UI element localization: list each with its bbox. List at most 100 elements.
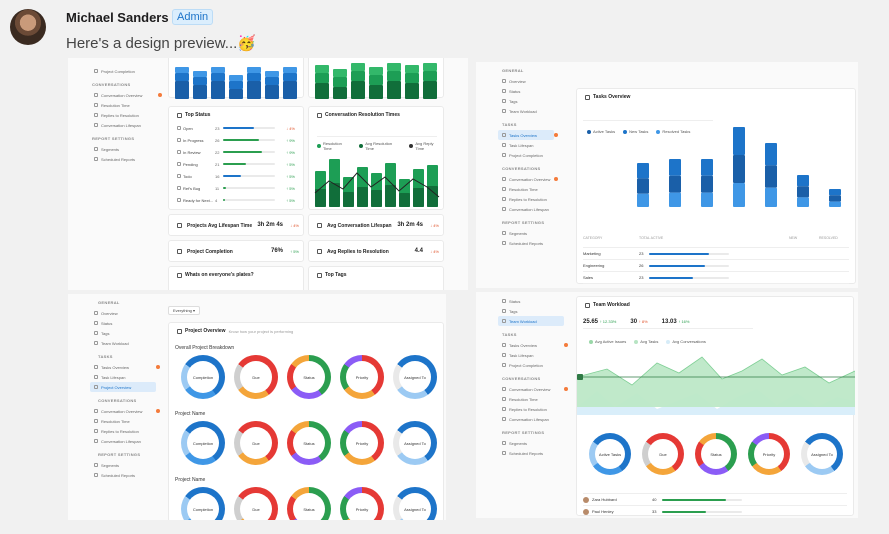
- bar-segment: [283, 67, 297, 73]
- sidebar-item-team-workload[interactable]: Team Workload: [498, 106, 554, 116]
- ring-chart[interactable]: Priority: [340, 355, 384, 399]
- status-row[interactable]: In Review 22 ↑ 9%: [177, 147, 295, 157]
- sidebar-item-conversation-overview[interactable]: Conversation Overview: [90, 406, 160, 416]
- sidebar-item-overview[interactable]: Overview: [498, 76, 554, 86]
- status-row[interactable]: Open 23 ↓ 4%: [177, 123, 295, 133]
- sidebar-item-replies[interactable]: Replies to Resolution: [90, 426, 156, 436]
- sidebar-item-tasks-overview[interactable]: Tasks Overview: [90, 362, 160, 372]
- sidebar-item-tags[interactable]: Tags: [498, 306, 564, 316]
- ring-chart[interactable]: Completion: [181, 487, 225, 520]
- sidebar-item-project-completion[interactable]: Project Completion: [498, 150, 554, 160]
- sidebar-item-scheduled-reports[interactable]: Scheduled Reports: [498, 238, 554, 248]
- column-header[interactable]: TOTAL ACTIVE: [639, 236, 664, 240]
- ring-chart[interactable]: Due: [234, 355, 278, 399]
- bar-segment: [193, 85, 207, 99]
- sidebar-item-project-completion[interactable]: Project Completion: [498, 360, 564, 370]
- ring-chart[interactable]: Due: [642, 433, 684, 475]
- table-row[interactable]: Engineering 26: [583, 259, 849, 271]
- sidebar-item-lifespan[interactable]: Conversation Lifespan: [498, 414, 564, 424]
- bar-segment: [175, 73, 189, 81]
- sidebar-item-segments[interactable]: Segments: [498, 228, 554, 238]
- sidebar-item-lifespan[interactable]: Conversation Lifespan: [90, 436, 156, 446]
- preview-image-3[interactable]: GENERAL Overview Status Tags Team Worklo…: [68, 294, 446, 520]
- sidebar-item-task-lifespan[interactable]: Task Lifespan: [498, 350, 564, 360]
- ring-chart[interactable]: Completion: [181, 355, 225, 399]
- sidebar-item-overview[interactable]: Overview: [90, 308, 156, 318]
- sidebar-item-project-overview[interactable]: Project Overview: [90, 382, 156, 392]
- sidebar-item-project-completion[interactable]: Project Completion: [90, 66, 158, 76]
- sidebar-item-conversation-overview[interactable]: Conversation Overview: [498, 174, 558, 184]
- member-avatar: [583, 508, 589, 515]
- author-name[interactable]: Michael Sanders: [66, 10, 169, 25]
- sidebar-section-heading: CONVERSATIONS: [92, 82, 131, 87]
- sidebar-item-replies[interactable]: Replies to Resolution: [498, 404, 564, 414]
- status-icon: [177, 126, 181, 130]
- status-row[interactable]: In Progress 26 ↑ 9%: [177, 135, 295, 145]
- table-row[interactable]: Paul Henley 33: [583, 505, 847, 517]
- sidebar-item-tags[interactable]: Tags: [498, 96, 554, 106]
- sidebar-item-team-workload[interactable]: Team Workload: [90, 338, 156, 348]
- table-row[interactable]: Marketing 23: [583, 247, 849, 259]
- bar-segment: [413, 188, 424, 207]
- ring-chart[interactable]: Status: [287, 355, 331, 399]
- user-avatar[interactable]: [10, 9, 46, 45]
- sidebar-item-resolution-time[interactable]: Resolution Time: [90, 416, 156, 426]
- sidebar-item-segments[interactable]: Segments: [90, 144, 158, 154]
- sidebar-item-task-lifespan[interactable]: Task Lifespan: [498, 140, 554, 150]
- column-header[interactable]: CATEGORY: [583, 236, 603, 240]
- ring-chart[interactable]: Due: [234, 421, 278, 465]
- sidebar-item-status[interactable]: Status: [498, 296, 564, 306]
- ring-chart[interactable]: Status: [287, 487, 331, 520]
- sidebar-item-scheduled-reports[interactable]: Scheduled Reports: [498, 448, 564, 458]
- sidebar-item-tags[interactable]: Tags: [90, 328, 156, 338]
- status-row[interactable]: Ref's Bug 11 ↑ 5%: [177, 183, 295, 193]
- sidebar-item-lifespan[interactable]: Conversation Lifespan: [90, 120, 158, 130]
- sidebar-item-tasks-overview[interactable]: Tasks Overview: [498, 340, 568, 350]
- ring-chart[interactable]: Assigned To: [801, 433, 843, 475]
- sidebar-item-lifespan[interactable]: Conversation Lifespan: [498, 204, 554, 214]
- ring-chart[interactable]: Assigned To: [393, 487, 437, 520]
- sidebar-item-replies[interactable]: Replies to Resolution: [90, 110, 158, 120]
- sidebar-item-resolution-time[interactable]: Resolution Time: [90, 100, 158, 110]
- ring-chart[interactable]: Priority: [748, 433, 790, 475]
- status-row[interactable]: Todo 16 ↑ 5%: [177, 171, 295, 181]
- segment-icon: [94, 463, 98, 467]
- column-header[interactable]: RESOLVED: [819, 236, 838, 240]
- sidebar-item-resolution-time[interactable]: Resolution Time: [498, 394, 564, 404]
- sidebar-item-tasks-overview[interactable]: Tasks Overview: [498, 130, 558, 140]
- ring-label: Due: [240, 427, 272, 459]
- preview-image-4[interactable]: Status Tags Team Workload TASKS Tasks Ov…: [476, 292, 858, 518]
- status-bar: [223, 127, 275, 129]
- ring-chart[interactable]: Priority: [340, 421, 384, 465]
- sidebar-item-status[interactable]: Status: [90, 318, 156, 328]
- table-row[interactable]: Sales 23: [583, 271, 849, 283]
- sidebar-item-team-workload[interactable]: Team Workload: [498, 316, 564, 326]
- status-row[interactable]: Ready for Next... 4 ↑ 5%: [177, 195, 295, 205]
- preview-image-2[interactable]: GENERAL Overview Status Tags Team Worklo…: [476, 62, 858, 288]
- sidebar-item-status[interactable]: Status: [498, 86, 554, 96]
- ring-chart[interactable]: Status: [287, 421, 331, 465]
- status-row[interactable]: Pending 21 ↑ 5%: [177, 159, 295, 169]
- sidebar-item-segments[interactable]: Segments: [498, 438, 564, 448]
- table-row[interactable]: Zara Hubbard 40: [583, 493, 847, 505]
- sidebar-item-resolution-time[interactable]: Resolution Time: [498, 184, 554, 194]
- column-header[interactable]: NEW: [789, 236, 798, 240]
- ring-chart[interactable]: Assigned To: [393, 355, 437, 399]
- sidebar-item-replies[interactable]: Replies to Resolution: [498, 194, 554, 204]
- sidebar-item-task-lifespan[interactable]: Task Lifespan: [90, 372, 156, 382]
- ring-chart[interactable]: Due: [234, 487, 278, 520]
- status-bar-fill: [223, 175, 242, 177]
- table-row[interactable]: Project Name19: [583, 283, 849, 288]
- preview-image-1[interactable]: Project Completion CONVERSATIONS Convers…: [68, 58, 468, 290]
- ring-chart[interactable]: Completion: [181, 421, 225, 465]
- ring-chart[interactable]: Status: [695, 433, 737, 475]
- ring-chart[interactable]: Assigned To: [393, 421, 437, 465]
- ring-chart[interactable]: Priority: [340, 487, 384, 520]
- sidebar-item-conversation-overview[interactable]: Conversation Overview: [90, 90, 162, 100]
- segment-filter[interactable]: Everything ▾: [168, 306, 201, 315]
- sidebar-item-scheduled-reports[interactable]: Scheduled Reports: [90, 470, 156, 480]
- sidebar-item-scheduled-reports[interactable]: Scheduled Reports: [90, 154, 158, 164]
- sidebar-item-conversation-overview[interactable]: Conversation Overview: [498, 384, 568, 394]
- ring-chart[interactable]: Active Tasks: [589, 433, 631, 475]
- sidebar-item-segments[interactable]: Segments: [90, 460, 156, 470]
